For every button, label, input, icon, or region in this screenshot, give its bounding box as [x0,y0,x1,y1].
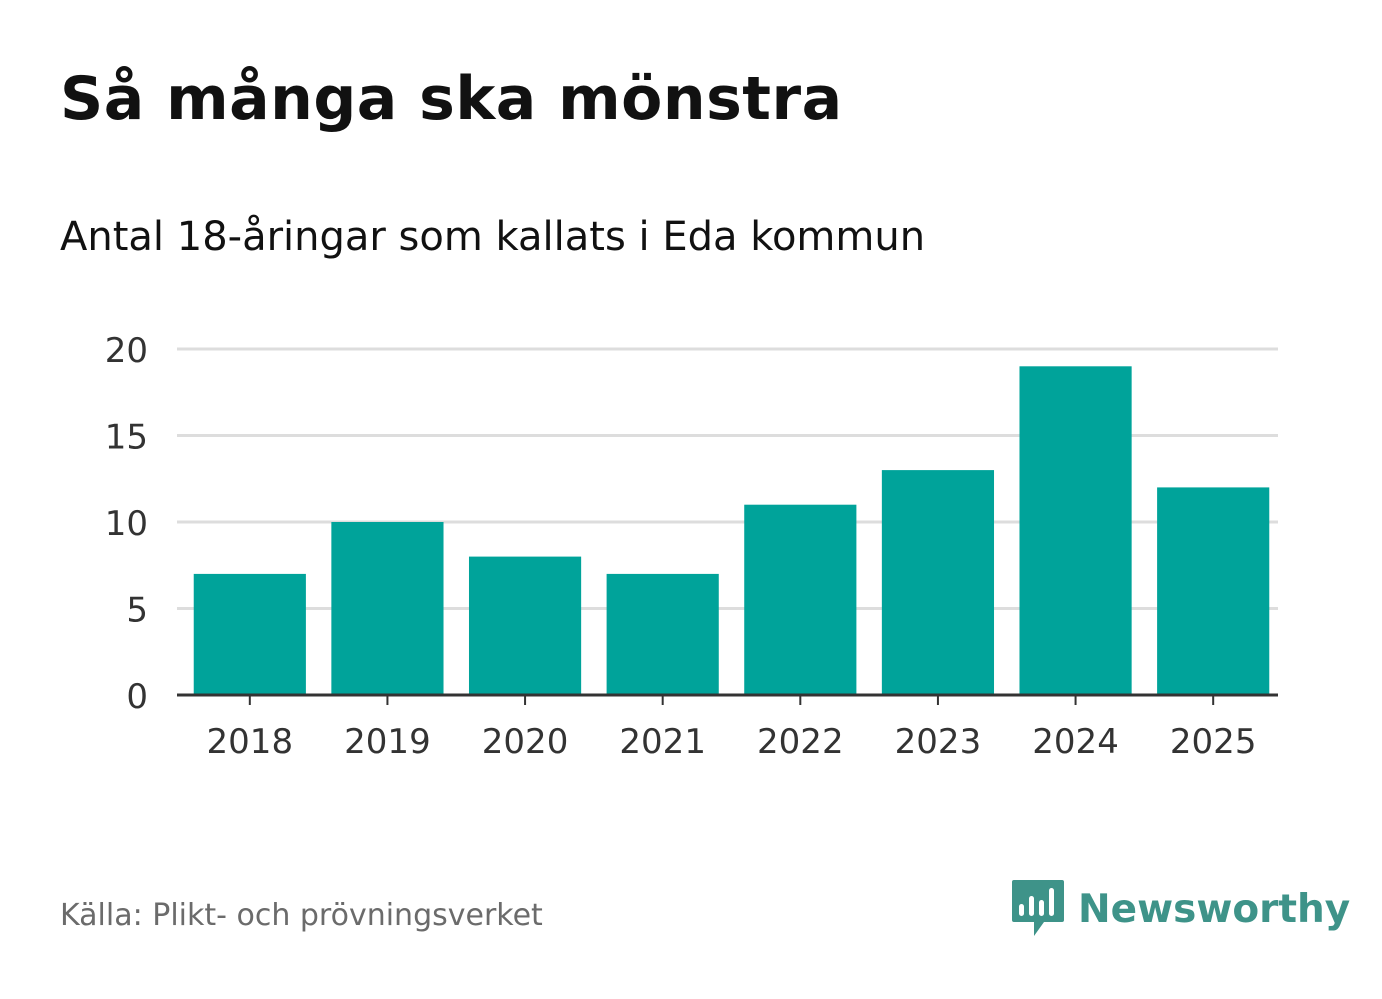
bar-2018 [193,573,306,695]
bar-2020 [468,556,582,695]
bar-2019 [331,522,444,695]
y-tick-label: 10 [105,504,148,544]
y-tick-label: 0 [126,677,148,717]
brand-name: Newsworthy [1078,886,1351,932]
x-tick-label: 2024 [1032,722,1119,762]
x-tick-label: 2022 [757,722,844,762]
bars [193,366,1270,695]
y-tick-label: 20 [105,331,148,371]
x-tick-label: 2021 [619,722,706,762]
chart-subtitle: Antal 18-åringar som kallats i Eda kommu… [60,214,926,260]
x-tick-label: 2023 [895,722,982,762]
x-tick-label: 2018 [207,722,294,762]
bar-2022 [744,504,857,695]
y-tick-label: 15 [105,418,148,458]
x-tick-label: 2025 [1170,722,1257,762]
newsworthy-logo-icon [1012,880,1064,936]
x-tick-label: 2019 [344,722,431,762]
x-axis-ticks: 2018 2019 2020 2021 2022 2023 2024 2025 [207,695,1257,762]
bar-2024 [1019,366,1132,695]
newsworthy-logo: Newsworthy [1010,878,1350,940]
y-axis-ticks: 0 5 10 15 20 [105,331,148,717]
bar-2025 [1157,487,1270,695]
source-note: Källa: Plikt- och prövningsverket [60,898,543,933]
bar-2023 [881,470,995,695]
x-tick-label: 2020 [482,722,569,762]
bar-2021 [606,573,719,695]
chart-title: Så många ska mönstra [60,64,843,134]
bar-chart: 0 5 10 15 20 2018 2019 2020 2021 2022 2023 2024 202… [105,331,1278,762]
y-tick-label: 5 [126,591,148,631]
